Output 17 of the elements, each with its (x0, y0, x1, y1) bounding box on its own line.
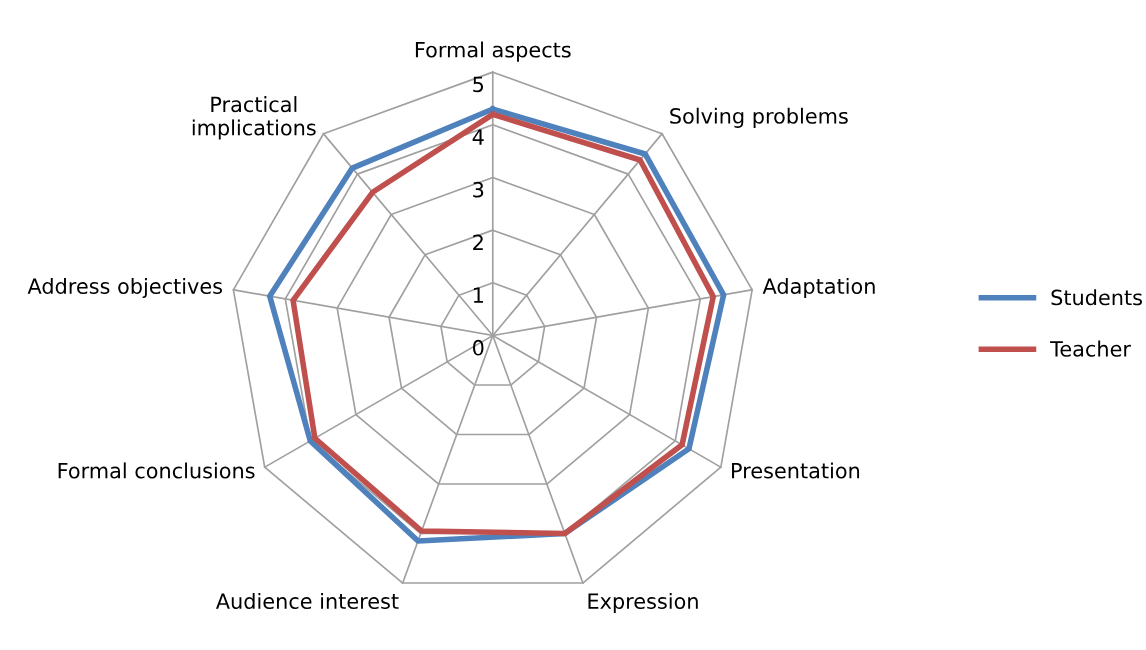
y-tick-label: 3 (473, 181, 484, 198)
spoke-label: Presentation (732, 462, 860, 479)
y-tick-label: 0 (473, 339, 484, 356)
y-tick-label: 1 (473, 287, 483, 303)
spoke-label: Audience interest (215, 592, 399, 610)
spoke-label: Practical implications (192, 96, 316, 140)
spoke-label: Adaptation (762, 277, 875, 299)
legend-label: Students (1051, 289, 1142, 306)
spoke-label: Address objectives (27, 277, 223, 299)
y-tick-label: 2 (473, 234, 483, 250)
legend-label: Teacher (1050, 340, 1131, 357)
y-tick-label: 4 (472, 129, 484, 145)
y-tick-label: 5 (473, 76, 484, 93)
spoke-label: Formal conclusions (58, 462, 255, 479)
spoke-label: Solving problems (670, 107, 848, 128)
spoke-label: Expression (588, 592, 698, 614)
spoke-label: Formal aspects (415, 41, 571, 62)
